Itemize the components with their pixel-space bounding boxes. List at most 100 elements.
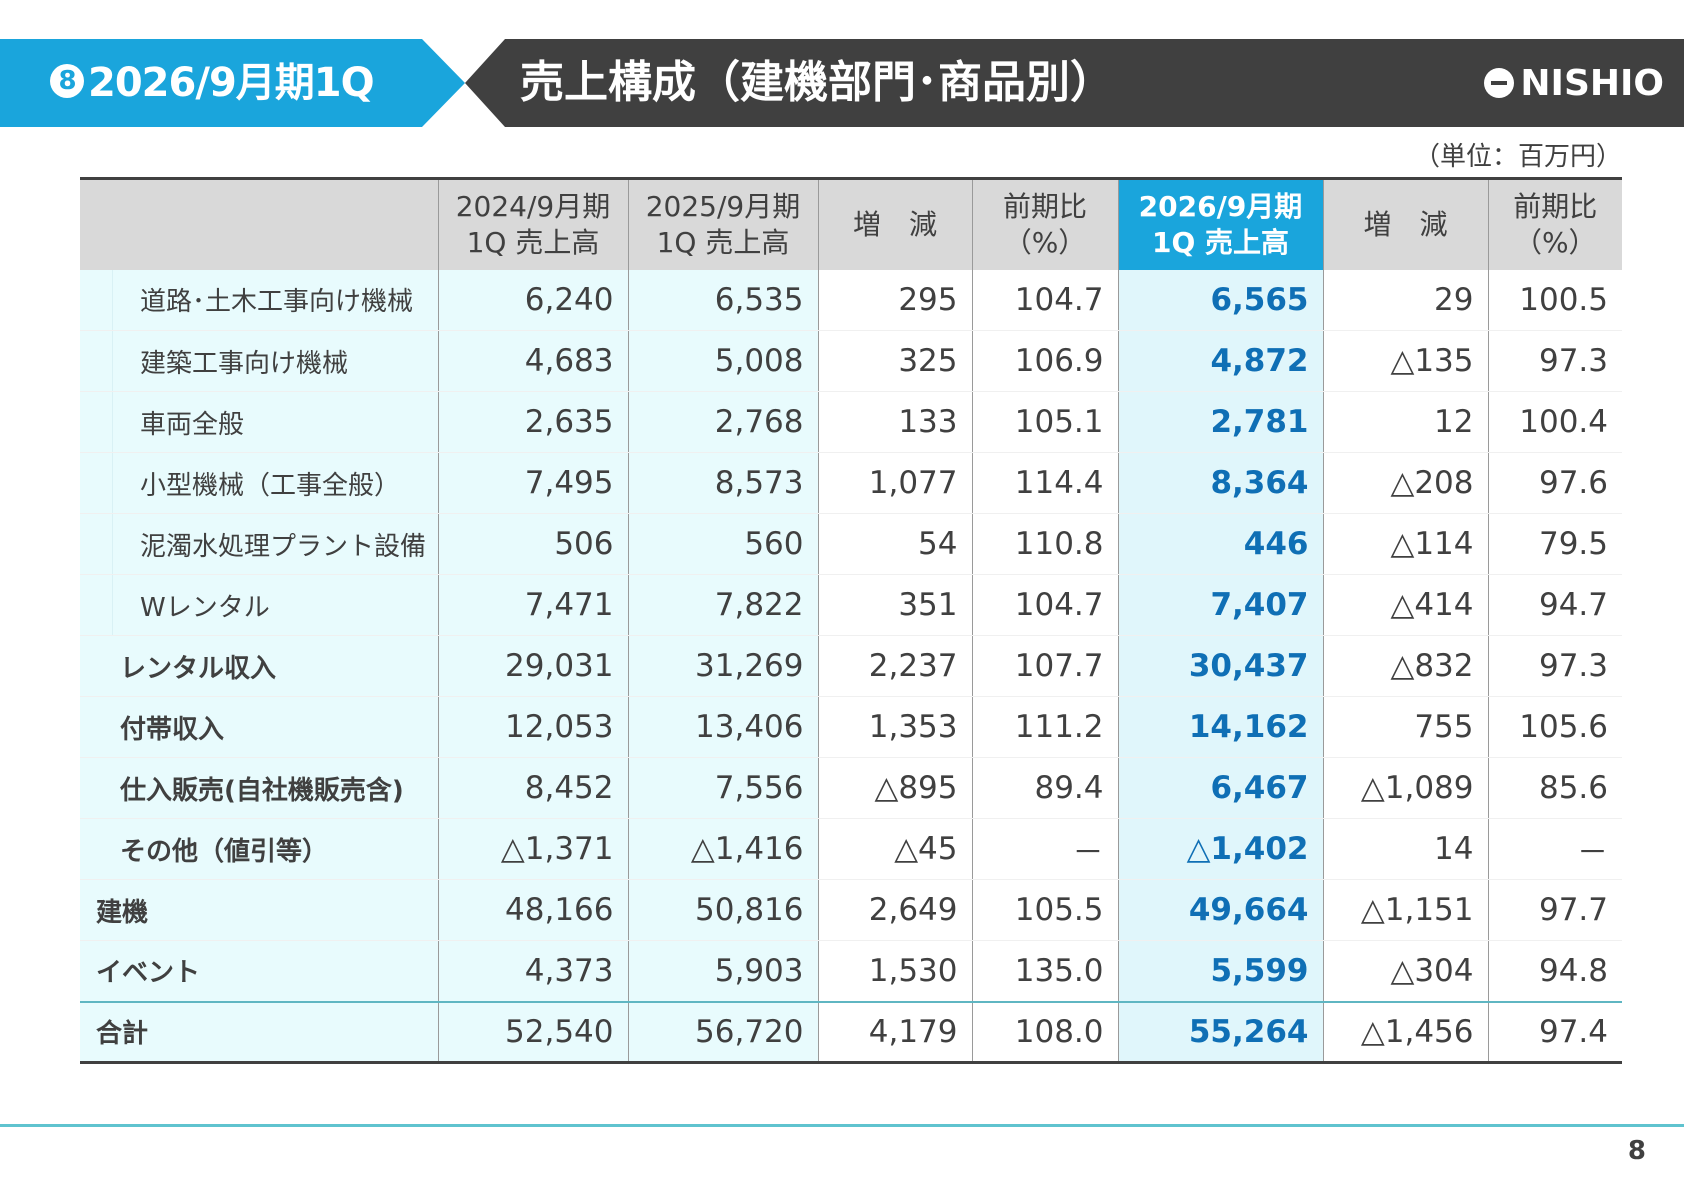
cell-value: 2,649 [817,879,972,941]
cell-value: 97.7 [1487,879,1622,941]
cell-value: 5,599 [1117,940,1323,1002]
column-header: 2026/9月期 1Q 売上高 [1117,177,1323,270]
cell-value: 110.8 [971,513,1118,575]
column-header-line: （%） [1513,225,1597,259]
column-header-line: 1Q 売上高 [656,225,790,259]
cell-value: △832 [1322,635,1488,697]
cell-value: △1,151 [1322,879,1488,941]
cell-value: 4,683 [437,330,628,392]
table-row: 付帯収入 12,053 13,406 1,353 111.2 14,162 755 105.6 [80,696,1622,758]
cell-value: △208 [1322,452,1488,514]
page-title: 売上構成（建機部門･商品別） [520,57,1114,108]
cell-value: △1,402 [1117,818,1323,880]
cell-value: 755 [1322,696,1488,758]
logo-mark-icon [1484,68,1515,98]
cell-value: 100.4 [1487,391,1622,453]
row-label: 付帯収入 [80,696,438,758]
table-row: イベント 4,373 5,903 1,530 135.0 5,599 △304 94.8 [80,940,1622,1002]
cell-value: 105.5 [971,879,1118,941]
cell-value: 56,720 [627,1000,818,1064]
sales-table: 2024/9月期 1Q 売上高 2025/9月期 1Q 売上高増 減前期比 （%） 202… [80,177,1622,1064]
row-label: 建機 [80,879,438,941]
cell-value: 5,903 [627,940,818,1002]
cell-value: 14,162 [1117,696,1323,758]
cell-value: 31,269 [627,635,818,697]
table-row: Wレンタル 7,471 7,822 351 104.7 7,407 △414 94.7 [80,574,1622,636]
cell-value: 1,530 [817,940,972,1002]
cell-value: △1,371 [437,818,628,880]
cell-value: 560 [627,513,818,575]
column-header-line: 前期比 [1513,189,1598,223]
cell-value: △45 [817,818,972,880]
cell-value: － [1487,818,1622,880]
cell-value: 12,053 [437,696,628,758]
cell-value: 8,452 [437,757,628,819]
cell-value: 49,664 [1117,879,1323,941]
cell-value: 97.6 [1487,452,1622,514]
cell-value: 104.7 [971,269,1118,331]
cell-value: 7,471 [437,574,628,636]
cell-value: 52,540 [437,1000,628,1064]
cell-value: △135 [1322,330,1488,392]
cell-value: 97.3 [1487,635,1622,697]
cell-value: 446 [1117,513,1323,575]
column-header-line: 増 減 [852,207,937,241]
column-header: 2025/9月期 1Q 売上高 [627,177,818,270]
cell-value: 4,373 [437,940,628,1002]
row-label: 合計 [80,1000,438,1064]
cell-value: 14 [1322,818,1488,880]
cell-value: 8,364 [1117,452,1323,514]
page-number: 8 [1627,1136,1646,1166]
table-row: 泥濁水処理プラント設備 506 560 54 110.8 446 △114 79.5 [80,513,1622,575]
cell-value: 29 [1322,269,1488,331]
cell-value: 4,179 [817,1000,972,1064]
cell-value: 105.6 [1487,696,1622,758]
cell-value: 6,240 [437,269,628,331]
title-banner [465,39,1684,127]
column-header-line: 1Q 売上高 [466,225,600,259]
total-row: 合計 52,540 56,720 4,179 108.0 55,264 △1,456 97.4 [80,1000,1622,1064]
cell-value: 2,237 [817,635,972,697]
cell-value: 100.5 [1487,269,1622,331]
cell-value: 6,535 [627,269,818,331]
cell-value: 325 [817,330,972,392]
cell-value: △895 [817,757,972,819]
row-label: 仕入販売(自社機販売含) [80,757,438,819]
cell-value: 108.0 [971,1000,1118,1064]
cell-value: 107.7 [971,635,1118,697]
cell-value: 7,822 [627,574,818,636]
cell-value: △1,416 [627,818,818,880]
cell-value: 4,872 [1117,330,1323,392]
cell-value: 97.4 [1487,1000,1622,1064]
cell-value: 506 [437,513,628,575]
cell-value: 6,565 [1117,269,1323,331]
column-header-line: 2025/9月期 [645,189,801,223]
cell-value: 5,008 [627,330,818,392]
row-label: 小型機械（工事全般） [80,452,438,514]
cell-value: 1,353 [817,696,972,758]
cell-value: 106.9 [971,330,1118,392]
row-label: Wレンタル [80,574,438,636]
cell-value: △1,089 [1322,757,1488,819]
cell-value: 55,264 [1117,1000,1323,1064]
cell-value: 50,816 [627,879,818,941]
cell-value: 135.0 [971,940,1118,1002]
cell-value: 94.7 [1487,574,1622,636]
column-header-line: 1Q 売上高 [1151,225,1290,259]
logo-text: NISHIO [1520,62,1664,104]
column-header-line: （%） [1003,225,1087,259]
cell-value: 12 [1322,391,1488,453]
cell-value: 7,495 [437,452,628,514]
cell-value: 89.4 [971,757,1118,819]
cell-value: 97.3 [1487,330,1622,392]
table-row: 仕入販売(自社機販売含) 8,452 7,556 △895 89.4 6,467 △1,08… [80,757,1622,819]
cell-value: 2,635 [437,391,628,453]
nishio-logo: NISHIO [1484,39,1664,127]
table-row: 道路･土木工事向け機械 6,240 6,535 295 104.7 6,565 29 100.… [80,269,1622,331]
row-label: その他（値引等） [80,818,438,880]
cell-value: 133 [817,391,972,453]
table-row: その他（値引等） △1,371 △1,416 △45 － △1,402 14 － [80,818,1622,880]
column-header: 増 減 [1322,177,1488,270]
cell-value: 104.7 [971,574,1118,636]
cell-value: 295 [817,269,972,331]
